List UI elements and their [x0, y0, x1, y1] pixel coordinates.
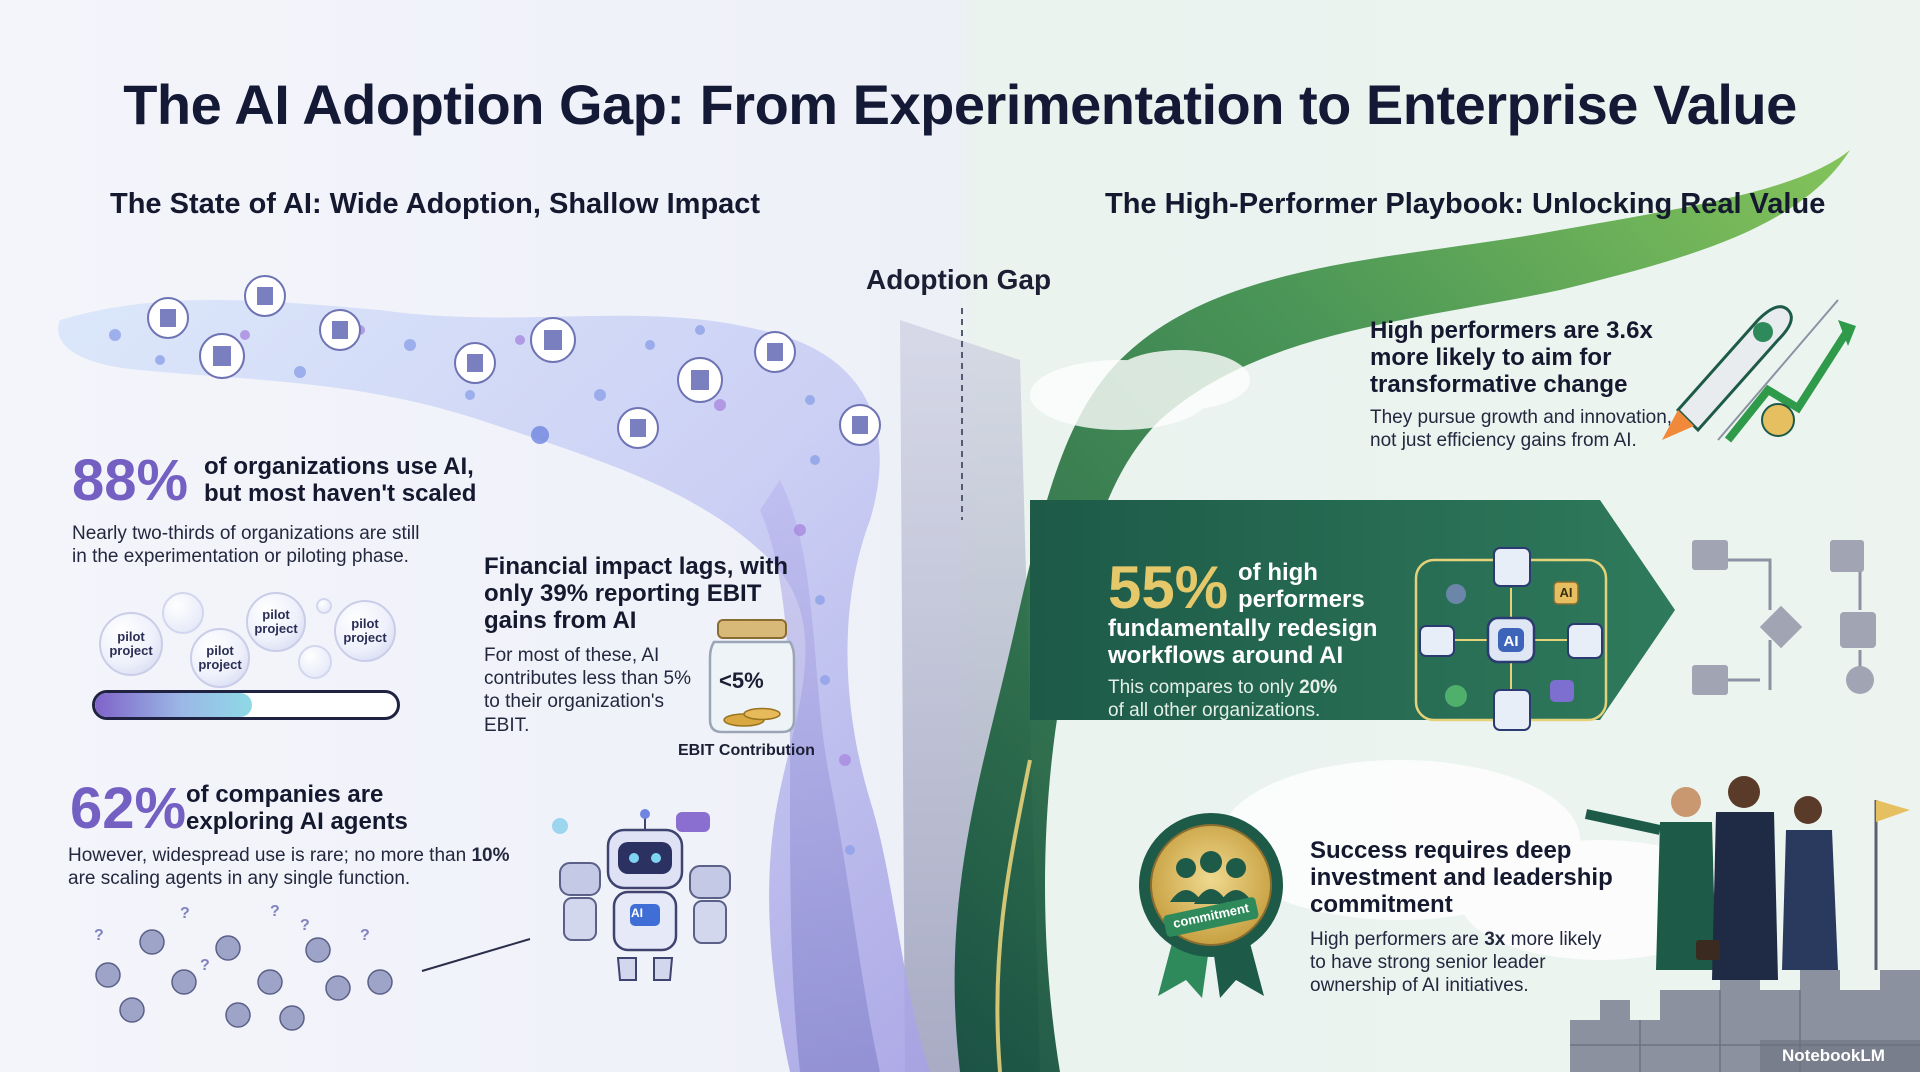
stat-88-detail: Nearly two-thirds of organizations are s… — [72, 522, 419, 568]
high-performers-detail-line: They pursue growth and innovation, — [1370, 407, 1673, 428]
pilot-project-bubble: pilot project — [190, 628, 250, 688]
stat-55-headline-line: of high — [1238, 559, 1318, 586]
robot-ai-badge: AI — [631, 906, 643, 920]
high-performers-headline-line: more likely to aim for — [1370, 343, 1612, 371]
high-performers-headline-line: High performers are 3.6x — [1370, 317, 1653, 344]
stat-55-headline-rest: fundamentally redesign workflows around … — [1108, 615, 1378, 670]
stat-55-detail-bold: 20% — [1299, 677, 1338, 698]
empty-bubble — [162, 592, 204, 634]
leaders-icon — [1584, 776, 1910, 980]
jar-icon — [708, 619, 796, 734]
high-performers-headline-line: transformative change — [1370, 370, 1628, 398]
piloting-progress-bar — [92, 690, 400, 720]
stat-62-detail-line: However, widespread use is rare; no more… — [68, 844, 509, 867]
leadership-detail-bold: 3x — [1484, 929, 1506, 950]
leadership-detail-line: ownership of AI initiatives. — [1310, 975, 1529, 997]
jar-value: <5% — [719, 668, 764, 693]
financial-headline-line: Financial impact lags, with — [484, 553, 789, 580]
notebooklm-watermark: NotebookLM — [1782, 1046, 1885, 1065]
stat-55-value: 55% — [1108, 554, 1229, 621]
adoption-gap-label: Adoption Gap — [866, 264, 1052, 295]
high-performers-headline: High performers are 3.6x more likely to … — [1370, 317, 1653, 399]
leadership-headline-line: Success requires deep — [1310, 837, 1572, 864]
stat-88-headline-line: but most haven't scaled — [204, 479, 477, 507]
leadership-headline-line: commitment — [1310, 890, 1453, 918]
stat-62-headline-line: exploring AI agents — [186, 807, 408, 835]
pilot-project-bubble: pilot project — [246, 592, 306, 652]
stat-62-detail-line: are scaling agents in any single functio… — [68, 868, 411, 890]
svg-text:?: ? — [360, 927, 370, 944]
stat-55-detail-line: This compares to only 20% — [1108, 676, 1337, 699]
empty-bubble — [298, 645, 332, 679]
left-section-heading: The State of AI: Wide Adoption, Shallow … — [110, 188, 761, 220]
svg-text:?: ? — [94, 927, 104, 944]
small-robots-icon: ??? ??? — [94, 903, 393, 1031]
financial-detail-line: to their organization's — [484, 691, 665, 713]
stat-62-headline: of companies are exploring AI agents — [186, 781, 408, 836]
financial-detail-line: EBIT. — [484, 714, 530, 736]
high-performers-detail-line: not just efficiency gains from AI. — [1370, 430, 1637, 452]
leadership-detail-pre: High performers are — [1310, 929, 1485, 950]
stat-55-detail: This compares to only 20% of all other o… — [1108, 676, 1337, 722]
empty-bubble — [316, 598, 332, 614]
piloting-progress-fill — [95, 693, 253, 717]
connector-line — [421, 938, 531, 972]
stat-88-detail-line: in the experimentation or piloting phase… — [72, 546, 409, 568]
stat-55-detail-pre: This compares to only — [1108, 677, 1300, 698]
svg-text:?: ? — [200, 957, 210, 974]
financial-detail-line: contributes less than 5% — [484, 668, 692, 690]
stat-62-detail: However, widespread use is rare; no more… — [68, 844, 509, 890]
pilot-project-bubble: pilot project — [334, 600, 396, 662]
pilot-project-bubble: pilot project — [99, 612, 163, 676]
stat-62-detail-bold: 10% — [471, 845, 510, 866]
stat-62-value: 62% — [70, 776, 187, 841]
jar-caption: EBIT Contribution — [678, 742, 815, 759]
leadership-detail-line: High performers are 3x more likely — [1310, 928, 1601, 951]
leadership-headline: Success requires deep investment and lea… — [1310, 837, 1613, 919]
stat-88-value: 88% — [72, 448, 189, 513]
leadership-detail-line: to have strong senior leader — [1310, 952, 1546, 974]
svg-text:?: ? — [300, 917, 310, 934]
stat-88-headline: of organizations use AI, but most haven'… — [204, 453, 477, 508]
leadership-detail: High performers are 3x more likely to ha… — [1310, 928, 1601, 998]
rocket-growth-icon — [1662, 299, 1856, 443]
leadership-headline-line: investment and leadership — [1310, 863, 1613, 891]
svg-text:?: ? — [270, 903, 280, 920]
svg-text:?: ? — [180, 905, 190, 922]
stat-55-headline-top: of high performers — [1238, 559, 1365, 614]
workflow-hub-icon — [1414, 547, 1608, 731]
stat-88-headline-line: of organizations use AI, — [204, 453, 474, 480]
leadership-detail-mid: more likely — [1505, 929, 1602, 950]
financial-detail: For most of these, AI contributes less t… — [484, 644, 691, 737]
financial-headline-line: only 39% reporting EBIT — [484, 579, 762, 607]
hub-ai-label: AI — [1503, 633, 1519, 650]
robot-team-icon — [552, 809, 731, 981]
ai-tag: AI — [1559, 585, 1573, 600]
stat-55-detail-line: of all other organizations. — [1108, 700, 1321, 722]
high-performers-detail: They pursue growth and innovation, not j… — [1370, 406, 1672, 452]
financial-headline: Financial impact lags, with only 39% rep… — [484, 553, 789, 635]
commitment-badge-icon — [1139, 813, 1283, 998]
stat-55-headline-line: performers — [1238, 585, 1365, 613]
stat-55-headline-line: fundamentally redesign — [1108, 615, 1378, 642]
right-section-heading: The High-Performer Playbook: Unlocking R… — [1105, 188, 1826, 220]
financial-headline-line: gains from AI — [484, 606, 637, 634]
stat-62-headline-line: of companies are — [186, 781, 384, 808]
stat-62-detail-pre: However, widespread use is rare; no more… — [68, 845, 472, 866]
stat-55-headline-line: workflows around AI — [1108, 641, 1344, 669]
financial-detail-line: For most of these, AI — [484, 645, 660, 666]
stat-88-detail-line: Nearly two-thirds of organizations are s… — [72, 523, 420, 544]
page-title: The AI Adoption Gap: From Experimentatio… — [123, 73, 1797, 136]
